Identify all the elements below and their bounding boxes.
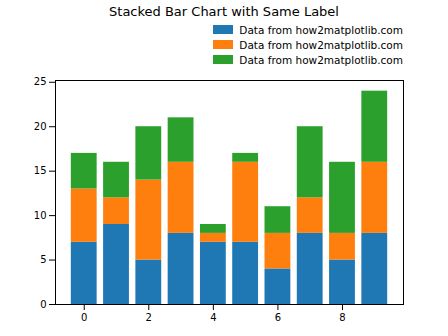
html-text:Data from how2matplotlib.com: Data from how2matplotlib.com — [239, 53, 403, 66]
html-text:Data from how2matplotlib.com: Data from how2matplotlib.com — [239, 23, 403, 36]
svg-text:4: 4 — [210, 312, 216, 323]
svg-text:0: 0 — [40, 299, 46, 310]
svg-text:10: 10 — [34, 210, 47, 221]
html-text:Data from how2matplotlib.com: Data from how2matplotlib.com — [239, 38, 403, 51]
svg-text:8: 8 — [339, 312, 345, 323]
svg-text:2: 2 — [146, 312, 152, 323]
html-text:Stacked Bar Chart with Same La: Stacked Bar Chart with Same Label — [109, 4, 339, 19]
svg-text:0: 0 — [81, 312, 87, 323]
svg-text:25: 25 — [34, 76, 47, 87]
svg-text:6: 6 — [275, 312, 281, 323]
svg-text:20: 20 — [34, 121, 47, 132]
svg-text:15: 15 — [34, 165, 47, 176]
svg-text:5: 5 — [40, 254, 46, 265]
